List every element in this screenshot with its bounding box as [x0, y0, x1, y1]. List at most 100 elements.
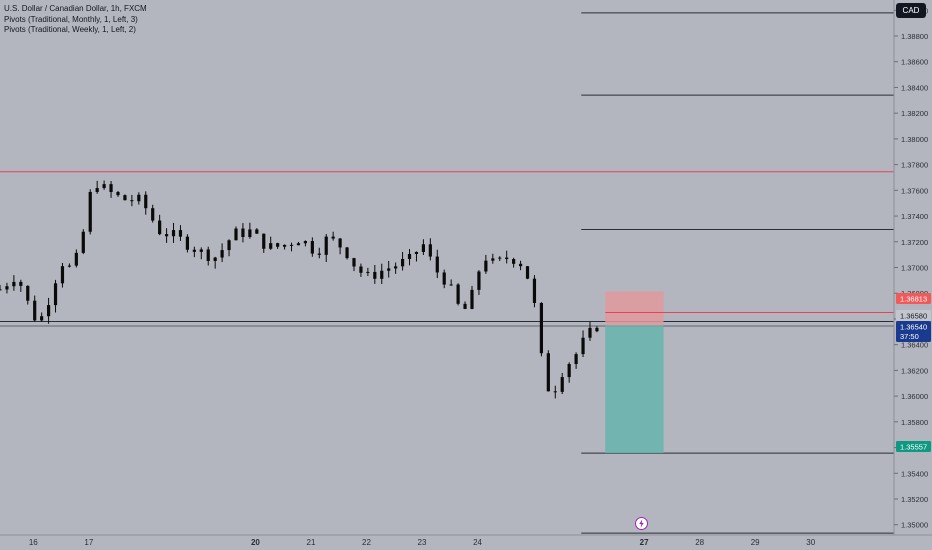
candle	[130, 194, 134, 207]
candle	[171, 222, 176, 243]
lightning-bolt-icon[interactable]	[635, 517, 648, 530]
time-axis[interactable]: 16 17 20 21 22 23 24 27 28 29 30	[29, 538, 816, 547]
candle	[178, 225, 183, 241]
candle	[338, 237, 342, 255]
candle	[553, 385, 557, 399]
candle	[102, 180, 106, 190]
candle	[373, 264, 377, 284]
time-tick-label: 17	[84, 538, 93, 547]
time-tick-label: 23	[418, 538, 427, 547]
price-tick-label: 1.38600	[901, 58, 928, 67]
candle	[234, 226, 238, 241]
time-tick-label: 16	[29, 538, 38, 547]
candle	[289, 242, 294, 252]
candle	[60, 262, 65, 288]
candle	[0, 285, 2, 291]
candle	[525, 265, 530, 280]
take-profit-zone[interactable]	[605, 325, 664, 454]
price-tick-label: 1.38800	[901, 32, 928, 41]
candle	[95, 180, 99, 194]
price-tick-label: 1.36000	[901, 392, 928, 401]
price-tick-label: 1.37000	[901, 264, 928, 273]
candle	[53, 279, 58, 313]
indicator-weekly-pivots[interactable]: Pivots (Traditional, Weekly, 1, Left, 2)	[4, 25, 136, 34]
price-tick-label: 1.37800	[901, 161, 928, 170]
indicator-monthly-pivots[interactable]: Pivots (Traditional, Monthly, 1, Left, 3…	[4, 14, 138, 24]
time-tick-label: 29	[751, 538, 760, 547]
candle	[282, 244, 287, 250]
candle	[123, 194, 127, 201]
candle	[560, 372, 564, 395]
candle	[317, 247, 321, 259]
time-tick-label: 27	[640, 538, 649, 547]
candle	[588, 321, 592, 341]
candle	[345, 246, 349, 260]
candle	[206, 246, 210, 266]
candle	[276, 242, 280, 249]
price-tick-label: 1.37200	[901, 238, 928, 247]
time-tick-label: 22	[362, 538, 371, 547]
candle	[428, 238, 432, 261]
candle	[19, 279, 23, 292]
candle	[407, 249, 412, 266]
svg-text:1.36813: 1.36813	[900, 294, 927, 303]
candle	[185, 234, 190, 253]
time-tick-label: 28	[695, 538, 704, 547]
candlestick-series	[0, 180, 599, 399]
candle	[567, 362, 571, 383]
stop-loss-zone[interactable]	[605, 291, 664, 326]
candle	[359, 263, 363, 277]
candle	[213, 256, 217, 269]
price-tick-label: 1.37400	[901, 212, 928, 221]
candle	[144, 191, 148, 215]
price-tick-label: 1.36200	[901, 366, 928, 375]
candle	[400, 251, 405, 271]
candle	[518, 260, 523, 271]
price-tick-label: 1.38400	[901, 83, 928, 92]
candle	[5, 282, 9, 294]
candle	[303, 240, 308, 247]
candle	[394, 262, 398, 274]
candle	[470, 285, 474, 310]
candle	[310, 237, 314, 257]
candle	[151, 204, 155, 223]
candle	[33, 295, 37, 322]
candle	[88, 189, 92, 235]
candle	[505, 250, 509, 264]
candle	[512, 257, 516, 268]
candle	[477, 270, 481, 295]
candle	[456, 283, 460, 306]
candle	[414, 251, 419, 262]
price-tick-label: 1.35200	[901, 495, 928, 504]
position-tool[interactable]	[605, 291, 894, 454]
time-tick-label: 20	[251, 538, 260, 547]
candle	[116, 190, 120, 197]
candle	[241, 223, 245, 243]
symbol-title[interactable]: U.S. Dollar / Canadian Dollar, 1h, FXCM	[4, 4, 147, 13]
candle	[491, 253, 495, 264]
candle	[248, 222, 252, 239]
candle	[81, 229, 85, 255]
time-tick-label: 30	[806, 538, 815, 547]
candle	[498, 256, 502, 262]
candle	[324, 234, 328, 263]
candle	[12, 275, 16, 291]
target-price-badge: 1.35557	[896, 441, 931, 452]
currency-button[interactable]: CAD	[896, 3, 926, 18]
price-tick-label: 1.35400	[901, 469, 928, 478]
candle	[484, 254, 488, 274]
candle	[192, 246, 196, 258]
time-tick-label: 21	[307, 538, 316, 547]
candle	[199, 247, 203, 260]
candle	[26, 285, 30, 305]
candle	[581, 330, 585, 358]
price-tick-label: 1.38000	[901, 135, 928, 144]
candle	[137, 192, 141, 205]
svg-text:1.36540: 1.36540	[900, 322, 927, 331]
candle	[380, 263, 384, 285]
candle	[255, 228, 259, 234]
